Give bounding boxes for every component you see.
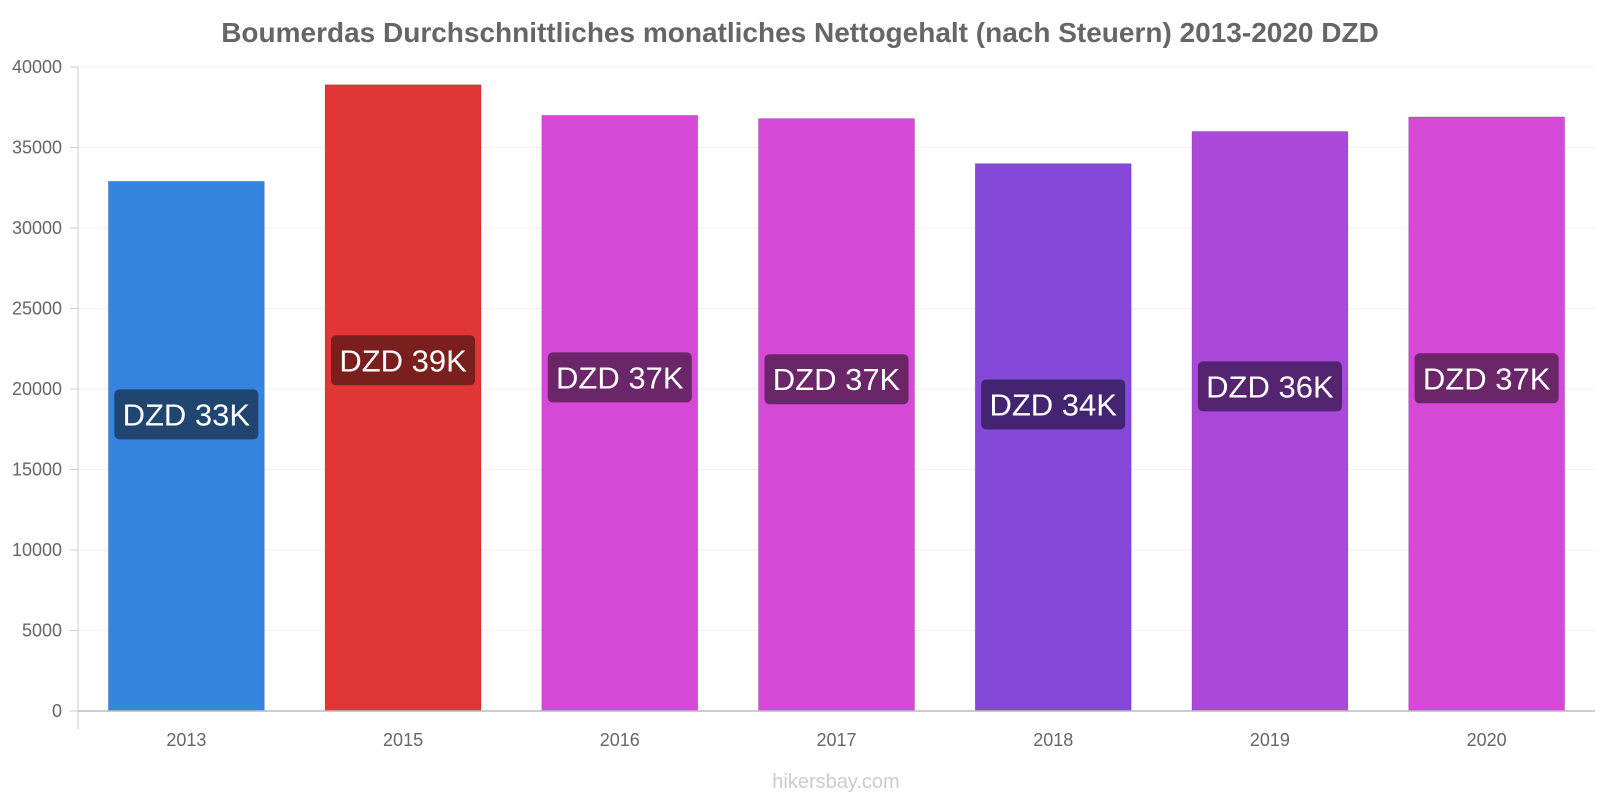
bar-2019 bbox=[1191, 130, 1349, 712]
data-label-box bbox=[547, 352, 692, 403]
y-axis-ticks: 0 5000 10000 15000 20000 25000 30000 35000 40000 bbox=[12, 57, 78, 721]
y-tick-label: 0 bbox=[52, 701, 62, 721]
bar-2013 bbox=[107, 180, 265, 712]
x-tick-label: 2016 bbox=[600, 730, 640, 750]
data-label: DZD 37K bbox=[556, 360, 684, 395]
data-label-box bbox=[1197, 361, 1342, 412]
chart-title: Boumerdas Durchschnittliches monatliches… bbox=[221, 17, 1379, 48]
x-tick-label: 2019 bbox=[1250, 730, 1290, 750]
y-tick-label: 20000 bbox=[12, 379, 62, 399]
bar-2016 bbox=[541, 114, 699, 712]
y-tick-label: 15000 bbox=[12, 460, 62, 480]
x-tick-label: 2015 bbox=[383, 730, 423, 750]
data-label: DZD 33K bbox=[123, 397, 251, 432]
data-label: DZD 39K bbox=[339, 343, 467, 378]
bar-2015 bbox=[324, 84, 482, 712]
x-axis-ticks: 2013 2015 2016 2017 2018 2019 2020 bbox=[166, 730, 1506, 750]
data-label: DZD 37K bbox=[1423, 361, 1551, 396]
x-tick-label: 2017 bbox=[816, 730, 856, 750]
data-label-box bbox=[1414, 353, 1559, 404]
bars: DZD 33K DZD 39K DZD 37K DZD 37K DZD 34K DZD 3… bbox=[107, 84, 1566, 712]
bar-2020 bbox=[1408, 116, 1566, 712]
data-label-box bbox=[981, 379, 1126, 430]
data-label: DZD 34K bbox=[989, 387, 1117, 422]
y-tick-label: 25000 bbox=[12, 299, 62, 319]
data-label: DZD 37K bbox=[773, 362, 901, 397]
y-tick-label: 10000 bbox=[12, 540, 62, 560]
watermark: hikersbay.com bbox=[772, 771, 899, 793]
y-tick-label: 5000 bbox=[22, 621, 62, 641]
bar-2018 bbox=[974, 163, 1132, 712]
data-label: DZD 36K bbox=[1206, 369, 1334, 404]
bar-2017 bbox=[757, 118, 916, 712]
data-label-box bbox=[764, 354, 909, 405]
y-tick-label: 35000 bbox=[12, 138, 62, 158]
x-tick-label: 2018 bbox=[1033, 730, 1073, 750]
data-label-box bbox=[114, 389, 259, 440]
y-tick-label: 40000 bbox=[12, 57, 62, 77]
y-tick-label: 30000 bbox=[12, 218, 62, 238]
x-tick-label: 2013 bbox=[166, 730, 206, 750]
data-label-box bbox=[331, 335, 476, 386]
x-tick-label: 2020 bbox=[1467, 730, 1507, 750]
